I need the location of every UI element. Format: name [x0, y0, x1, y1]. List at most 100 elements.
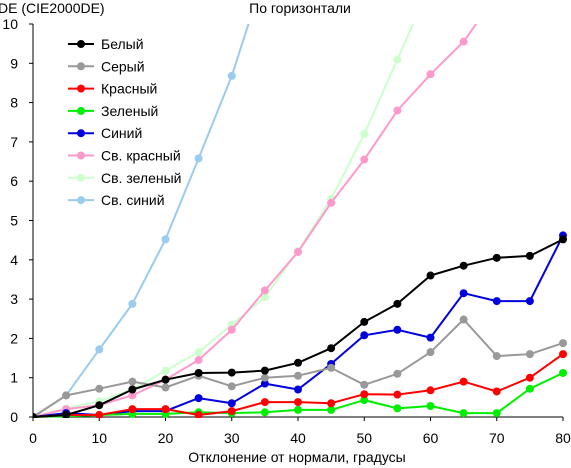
series-4-point	[194, 394, 203, 403]
series-5-point	[260, 286, 269, 295]
series-3-point	[327, 405, 336, 414]
legend-label: Св. синий	[101, 192, 165, 208]
series-2-point	[459, 377, 468, 386]
series-2-point	[559, 350, 567, 359]
x-axis-title: Отклонение от нормали, градусы	[188, 449, 405, 465]
series-5-point	[327, 198, 336, 207]
x-tick-label: 70	[489, 430, 505, 446]
legend-label: Синий	[101, 125, 142, 141]
series-5-point	[459, 37, 468, 46]
legend-item: Синий	[68, 125, 142, 141]
series-1-point	[227, 382, 236, 391]
x-tick-label: 10	[91, 430, 107, 446]
legend-swatch-marker	[77, 106, 85, 115]
y-tick-label: 10	[2, 16, 18, 32]
series-0-point	[227, 368, 236, 377]
y-axis-title: DE (CIE2000DE)	[0, 0, 105, 16]
series-2-point	[492, 387, 501, 396]
series-0-point	[128, 385, 137, 394]
series-6-point	[260, 293, 269, 302]
series-1-point	[161, 383, 170, 392]
series-0-point	[327, 344, 336, 353]
series-1-point	[525, 350, 534, 359]
series-1-point	[393, 369, 402, 378]
series-5-point	[227, 325, 236, 334]
x-tick-label: 80	[555, 430, 571, 446]
legend-item: Св. синий	[68, 192, 165, 208]
series-4-point	[492, 297, 501, 306]
series-6-point	[194, 348, 203, 357]
legend-item: Св. зеленый	[68, 170, 181, 186]
series-0-point	[459, 261, 468, 270]
x-tick-label: 50	[356, 430, 372, 446]
series-0-point	[525, 251, 534, 260]
legend-item: Серый	[68, 58, 145, 74]
series-2-point	[294, 398, 302, 407]
series-4-point	[426, 333, 435, 342]
series-0-point	[492, 253, 501, 262]
series-1-point	[459, 315, 468, 324]
y-tick-label: 1	[10, 370, 18, 386]
series-1-point	[426, 348, 435, 357]
series-3-point	[492, 409, 501, 418]
series-0-point	[95, 401, 104, 410]
series-0-point	[360, 317, 369, 326]
series-0-point	[294, 358, 302, 367]
legend-label: Красный	[101, 81, 157, 97]
x-tick-label: 20	[158, 430, 174, 446]
series-7-point	[227, 71, 236, 80]
series-1-point	[294, 371, 302, 380]
series-1-point	[95, 384, 104, 393]
series-2-point	[194, 411, 203, 418]
legend-item: Св. красный	[68, 148, 181, 164]
series-7	[33, 24, 250, 418]
series-0-point	[194, 368, 203, 377]
series-0-point	[161, 375, 170, 384]
series-1-point	[559, 339, 567, 348]
series-4-point	[360, 331, 369, 340]
series-0-point	[62, 411, 71, 418]
x-tick-label: 30	[224, 430, 240, 446]
series-1-point	[360, 380, 369, 389]
axes	[29, 23, 564, 421]
legend-label: Зеленый	[101, 103, 158, 119]
series-5-point	[360, 155, 369, 164]
series-2-point	[161, 405, 170, 414]
y-tick-label: 3	[10, 291, 18, 307]
series-0-point	[559, 235, 567, 244]
series-7-point	[95, 345, 104, 354]
legend-label: Серый	[101, 58, 145, 74]
series-0-point	[393, 299, 402, 308]
series-5-point	[128, 391, 137, 400]
series-4-point	[294, 385, 302, 394]
series-6	[33, 24, 415, 418]
series-7-point	[161, 235, 170, 244]
series-1-point	[62, 391, 71, 400]
legend-swatch-marker	[77, 62, 85, 71]
series-4-point	[525, 297, 534, 306]
legend-swatch-marker	[77, 151, 85, 160]
series-2-point	[426, 386, 435, 395]
series-5-point	[426, 70, 435, 79]
legend-item: Белый	[68, 36, 144, 52]
series-6-point	[393, 55, 402, 64]
series-6-point	[360, 130, 369, 139]
y-tick-label: 7	[10, 134, 18, 150]
y-tick-label: 2	[10, 330, 18, 346]
series-layer	[33, 24, 567, 418]
series-3-point	[393, 404, 402, 413]
legend: Белый Серый Красный Зеленый Синий Св. красный…	[68, 36, 181, 208]
tick-labels: 0 1 2 3 4 5 6 7 8 9 10 0 10 20 30 40 50 60 70 80	[2, 16, 571, 446]
y-tick-label: 9	[10, 55, 18, 71]
x-tick-label: 40	[290, 430, 306, 446]
legend-swatch-marker	[77, 196, 85, 205]
series-7-point	[194, 154, 203, 163]
series-6-point	[161, 366, 170, 375]
series-3-point	[459, 409, 468, 418]
series-2-point	[227, 407, 236, 416]
legend-swatch-marker	[77, 173, 85, 182]
legend-swatch-marker	[77, 40, 85, 48]
series-4-point	[393, 325, 402, 334]
legend-label: Св. красный	[101, 148, 181, 164]
